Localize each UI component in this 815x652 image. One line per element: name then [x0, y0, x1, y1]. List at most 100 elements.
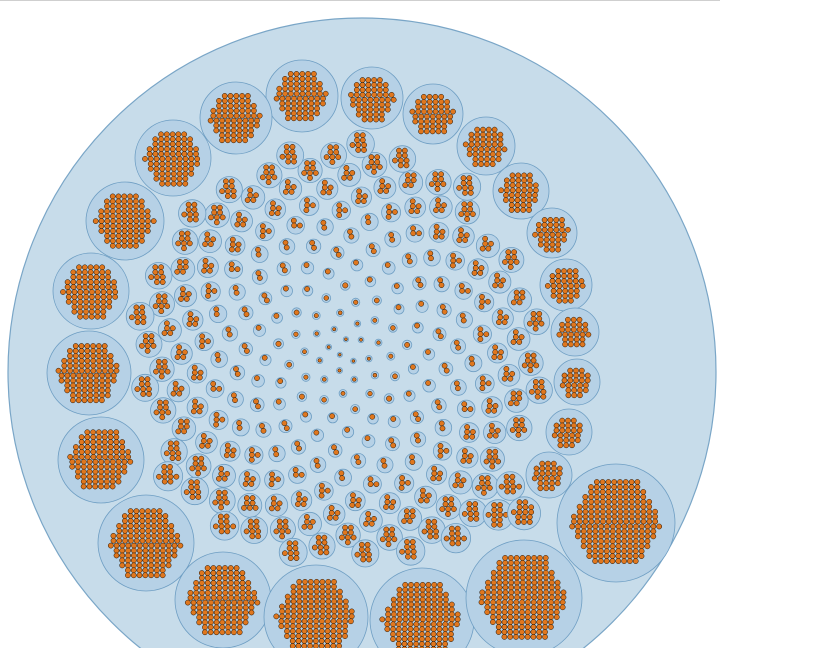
leaf-node [494, 427, 501, 434]
leaf-node [376, 340, 381, 345]
leaf-node [424, 118, 430, 125]
leaf-node [219, 619, 226, 626]
leaf-node [561, 273, 567, 279]
leaf-node [208, 609, 214, 616]
leaf-node [586, 523, 593, 530]
leaf-node [121, 193, 128, 200]
leaf-node [73, 449, 79, 455]
leaf-node [76, 264, 82, 271]
leaf-node [305, 75, 312, 82]
group-circle [405, 223, 425, 243]
leaf-node [536, 226, 542, 233]
leaf-node [531, 475, 538, 482]
leaf-node [321, 224, 328, 231]
leaf-node [545, 465, 551, 472]
leaf-node [485, 298, 491, 305]
leaf-node [313, 618, 319, 625]
leaf-node [448, 636, 454, 642]
leaf-node [361, 111, 368, 118]
leaf-node [300, 501, 307, 508]
leaf-node [437, 581, 443, 588]
leaf-node [330, 623, 337, 630]
leaf-node [502, 574, 509, 581]
leaf-node [223, 178, 229, 185]
leaf-node [431, 581, 438, 588]
leaf-node [161, 298, 168, 305]
leaf-node [245, 580, 252, 586]
leaf-node [576, 518, 583, 525]
leaf-node [629, 518, 635, 525]
leaf-node [282, 189, 289, 195]
leaf-node [537, 480, 544, 487]
leaf-node [93, 279, 100, 285]
leaf-node [518, 334, 525, 340]
leaf-node [537, 241, 544, 248]
leaf-node [410, 548, 417, 555]
leaf-node [242, 599, 249, 606]
leaf-node [294, 440, 301, 447]
leaf-node [425, 611, 432, 618]
leaf-node [112, 294, 118, 300]
leaf-node [526, 197, 532, 203]
leaf-node [426, 93, 433, 100]
leaf-node [549, 241, 556, 248]
leaf-node [122, 532, 128, 539]
leaf-node [433, 223, 440, 230]
leaf-node [133, 233, 139, 239]
leaf-node [418, 123, 424, 130]
group-circle [250, 245, 269, 263]
leaf-node [115, 238, 122, 244]
leaf-node [360, 551, 367, 558]
leaf-node [518, 629, 525, 635]
leaf-node [485, 579, 491, 586]
leaf-node [565, 427, 571, 434]
leaf-node [492, 349, 499, 356]
leaf-node [412, 411, 419, 418]
leaf-node [308, 613, 314, 620]
leaf-node [470, 429, 476, 435]
leaf-node [323, 549, 330, 556]
leaf-node [520, 594, 526, 601]
leaf-node [158, 151, 165, 157]
leaf-node [76, 284, 83, 290]
leaf-node [225, 326, 232, 333]
leaf-node [268, 481, 275, 488]
leaf-node [99, 382, 105, 389]
leaf-node [501, 609, 508, 616]
leaf-node [402, 596, 409, 603]
leaf-node [121, 513, 128, 519]
leaf-node [270, 200, 276, 207]
leaf-node [168, 532, 175, 539]
leaf-node [164, 325, 170, 332]
leaf-node [152, 146, 159, 152]
leaf-node [543, 594, 549, 601]
leaf-node [627, 523, 634, 530]
leaf-node [248, 456, 255, 463]
group-circle [135, 330, 163, 358]
leaf-node [396, 611, 403, 618]
leaf-node [611, 484, 618, 490]
leaf-node [365, 515, 372, 522]
leaf-node [161, 330, 168, 336]
leaf-node [106, 294, 113, 300]
leaf-node [348, 529, 354, 536]
leaf-node [285, 115, 291, 122]
leaf-node [566, 268, 573, 274]
leaf-node [144, 343, 151, 349]
group-circle [342, 336, 349, 343]
leaf-node [634, 503, 641, 510]
leaf-node [224, 523, 231, 530]
leaf-node [442, 631, 449, 638]
leaf-node [310, 202, 316, 209]
leaf-node [279, 95, 286, 102]
leaf-node [421, 108, 427, 115]
leaf-node [603, 543, 610, 550]
leaf-node [359, 91, 366, 98]
leaf-node [638, 553, 645, 559]
leaf-node [64, 382, 71, 389]
leaf-node [82, 284, 88, 290]
leaf-node [199, 575, 205, 581]
group-circle [436, 302, 452, 318]
leaf-node [77, 313, 83, 320]
leaf-node [519, 609, 525, 616]
